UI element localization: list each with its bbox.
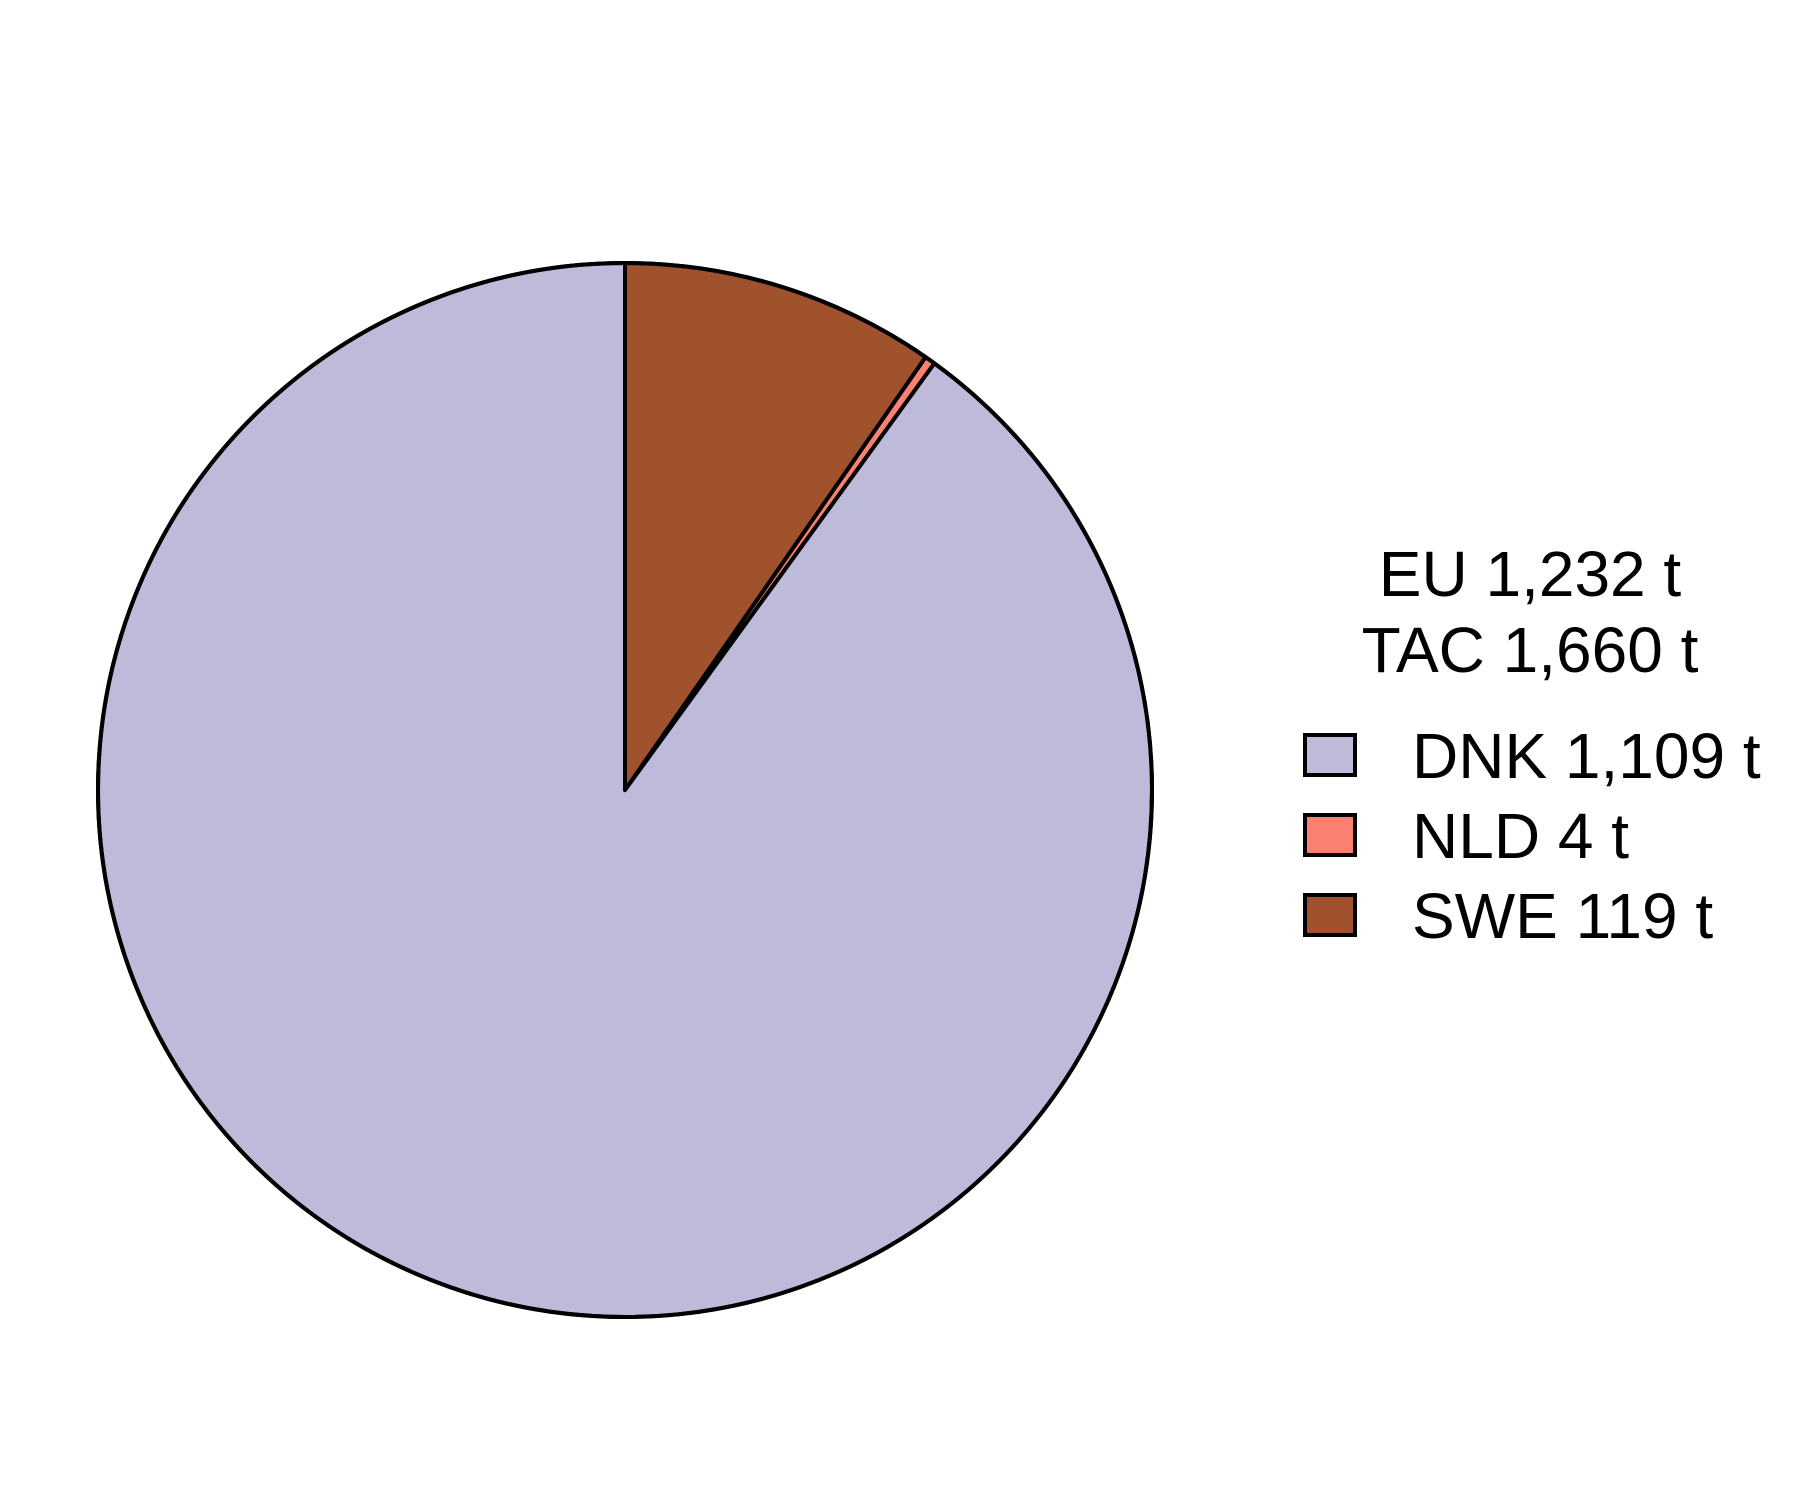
legend-label-dnk: DNK 1,109 t bbox=[1412, 720, 1761, 792]
legend-swatch-swe bbox=[1303, 893, 1357, 937]
legend-label-swe: SWE 119 t bbox=[1412, 880, 1713, 952]
legend-header-eu: EU 1,232 t bbox=[1379, 538, 1682, 610]
pie-outline bbox=[96, 261, 1154, 1319]
legend-swatch-dnk bbox=[1303, 733, 1357, 777]
legend: EU 1,232 t TAC 1,660 t DNK 1,109 t NLD 4 … bbox=[1303, 538, 1761, 952]
legend-swatch-nld bbox=[1303, 813, 1357, 857]
legend-header-tac: TAC 1,660 t bbox=[1362, 614, 1699, 686]
pie-slices bbox=[96, 261, 1155, 1319]
legend-label-nld: NLD 4 t bbox=[1412, 800, 1629, 872]
legend-items: DNK 1,109 t NLD 4 t SWE 119 t bbox=[1303, 720, 1761, 952]
